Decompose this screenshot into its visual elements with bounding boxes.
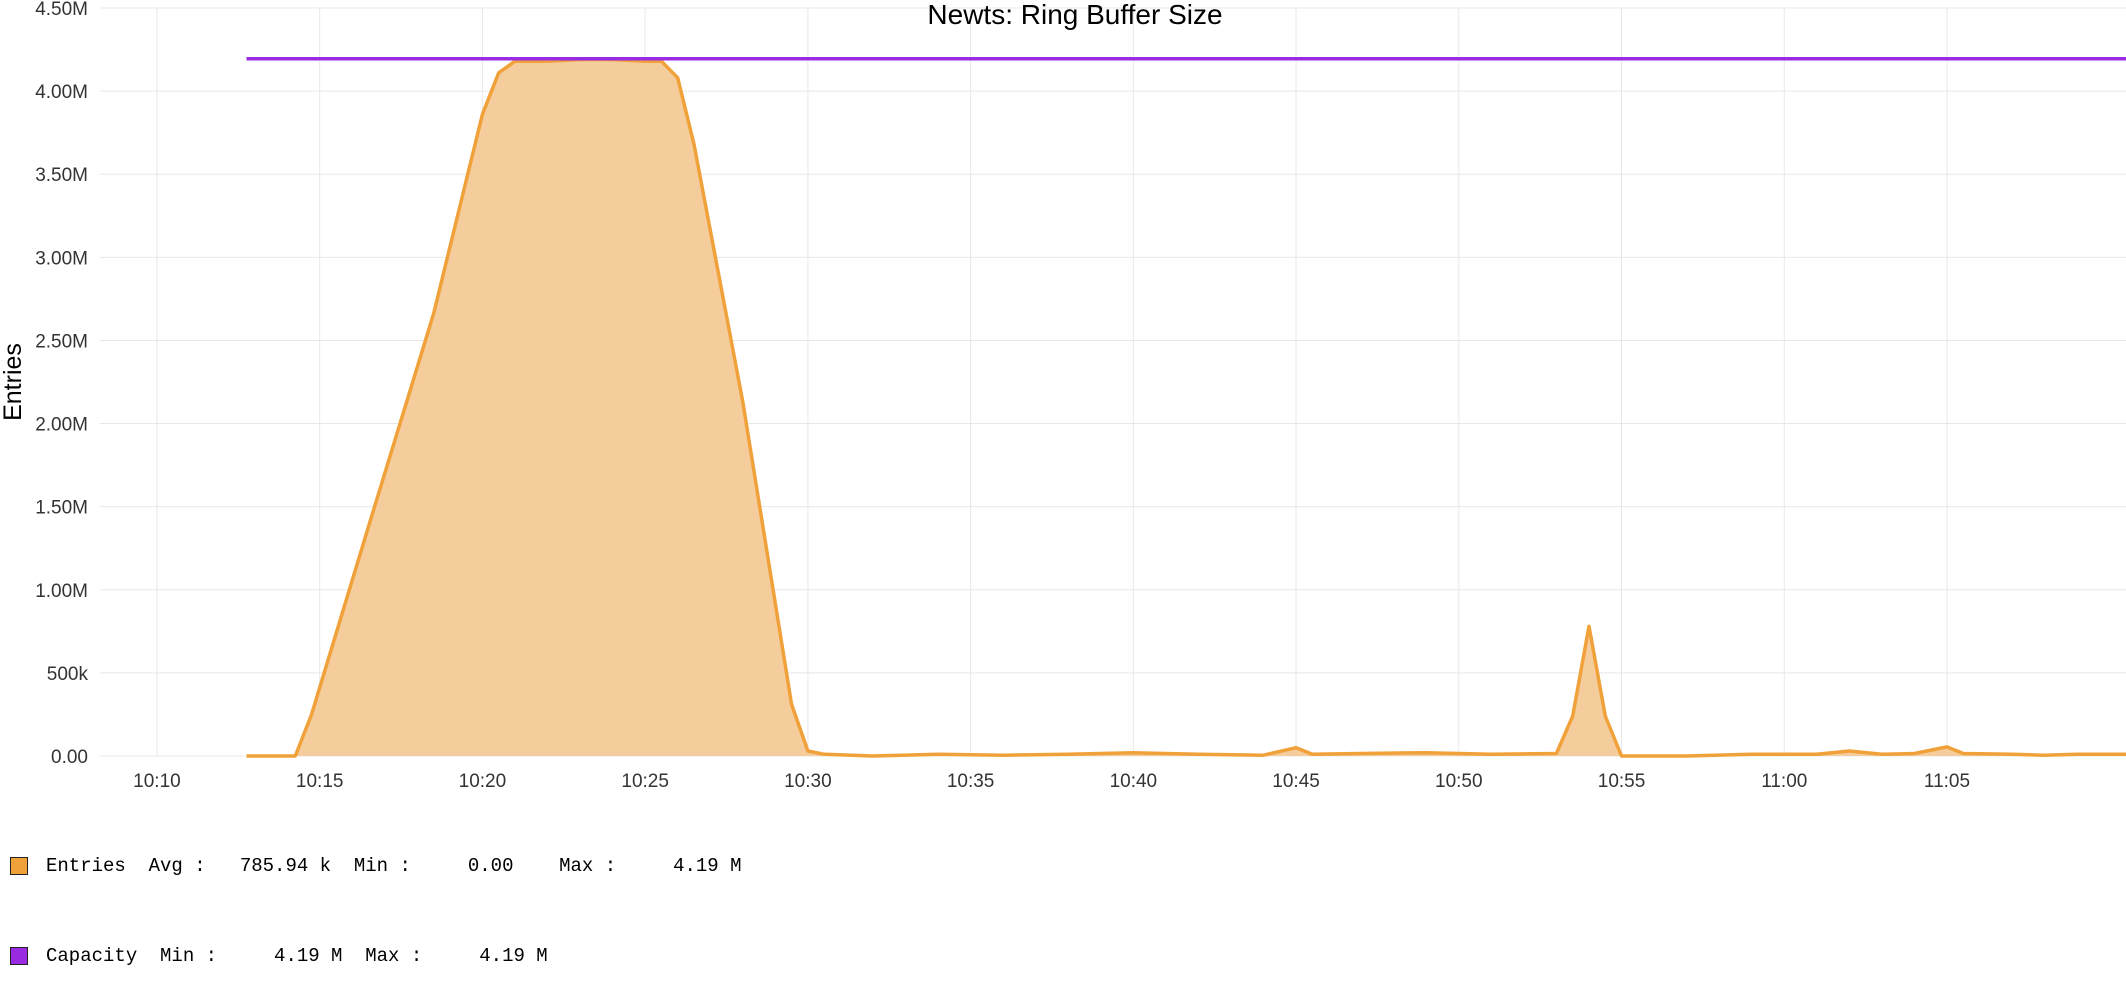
x-tick-label: 10:50: [1435, 771, 1483, 792]
legend-text-capacity: Capacity Min : 4.19 M Max : 4.19 M: [46, 941, 548, 971]
chart-title: Newts: Ring Buffer Size: [927, 0, 1222, 30]
x-tick-label: 10:40: [1110, 771, 1158, 792]
y-tick-label: 2.50M: [35, 331, 88, 352]
x-tick-label: 11:00: [1761, 771, 1807, 792]
x-tick-label: 10:10: [133, 771, 181, 792]
legend-swatch-entries: [10, 857, 28, 875]
chart: 0.00 500k 1.00M 1.50M 2.00M 2.50M 3.00M 3.50M 4.…: [0, 0, 2126, 848]
legend-text-entries: Entries Avg : 785.94 k Min : 0.00 Max : …: [46, 851, 742, 881]
y-tick-label: 4.50M: [35, 0, 88, 20]
x-tick-label: 10:20: [459, 771, 507, 792]
y-tick-label: 2.00M: [35, 415, 88, 436]
x-tick-label: 10:35: [947, 771, 995, 792]
x-tick-label: 11:05: [1924, 771, 1970, 792]
y-tick-label: 1.50M: [35, 498, 88, 519]
y-tick-label: 1.00M: [35, 581, 88, 602]
y-tick-label: 3.00M: [35, 248, 88, 269]
legend-item-capacity: Capacity Min : 4.19 M Max : 4.19 M: [10, 941, 742, 971]
x-tick-label: 10:30: [784, 771, 832, 792]
legend-item-entries: Entries Avg : 785.94 k Min : 0.00 Max : …: [10, 851, 742, 881]
x-tick-label: 10:55: [1598, 771, 1646, 792]
y-tick-label: 500k: [47, 664, 89, 685]
x-tick-label: 10:25: [621, 771, 669, 792]
plot-area: [247, 59, 2126, 756]
y-axis-label: Entries: [0, 343, 27, 421]
legend: Entries Avg : 785.94 k Min : 0.00 Max : …: [10, 791, 742, 1001]
y-tick-label: 0.00: [51, 747, 88, 768]
y-tick-label: 3.50M: [35, 165, 88, 186]
legend-swatch-capacity: [10, 947, 28, 965]
x-tick-label: 10:45: [1272, 771, 1320, 792]
y-tick-label: 4.00M: [35, 82, 88, 103]
x-tick-label: 10:15: [296, 771, 344, 792]
series-entries-area: [247, 60, 2126, 757]
